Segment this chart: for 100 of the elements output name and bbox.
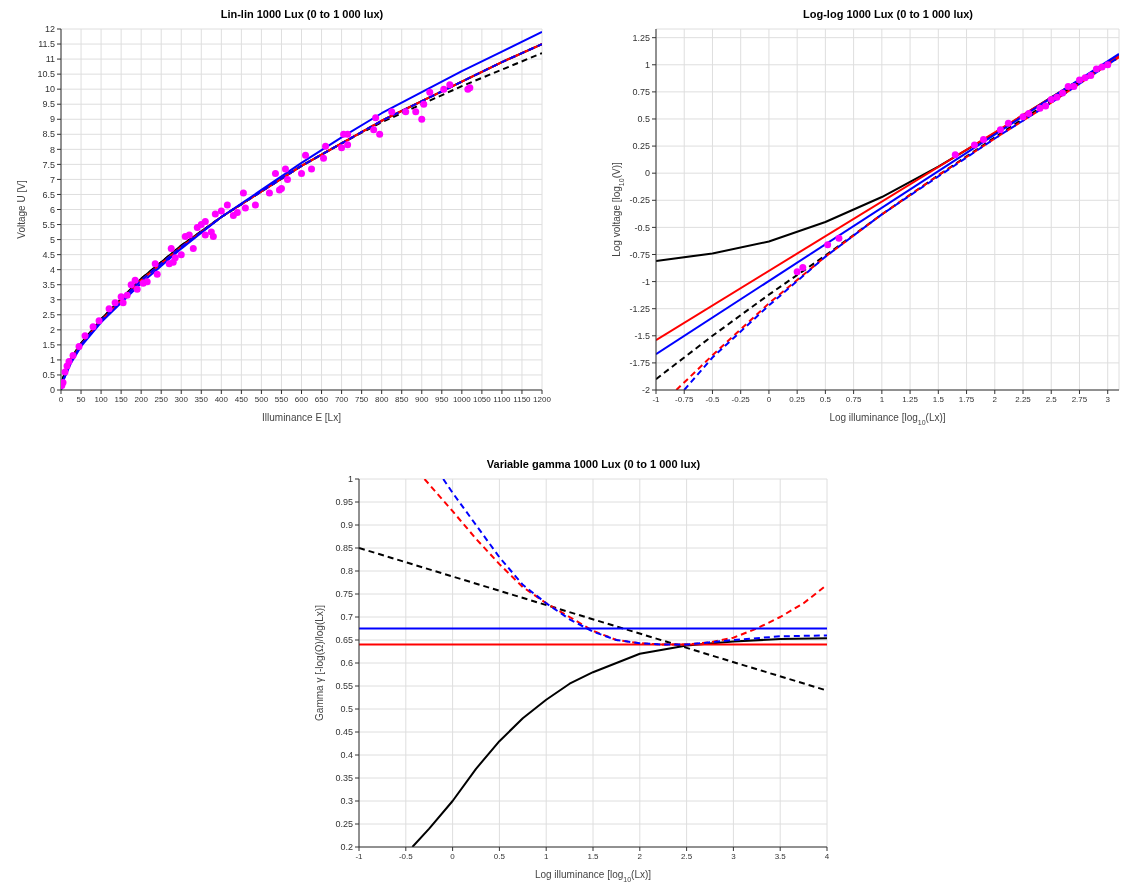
x-tick-label: 2.5 bbox=[681, 851, 693, 861]
y-tick-label: 3.5 bbox=[42, 279, 55, 290]
x-tick-label: 50 bbox=[76, 394, 87, 404]
x-tick-label: 1.5 bbox=[932, 394, 945, 404]
chart-title: Lin-lin 1000 Lux (0 to 1 000 lux) bbox=[219, 8, 385, 22]
x-tick-label: -0.75 bbox=[675, 394, 694, 404]
x-axis-title: Log illuminance [log$_{10}$(Lx)] bbox=[534, 869, 652, 883]
x-tick-label: 700 bbox=[334, 394, 349, 404]
y-tick-label: 0.5 bbox=[340, 704, 353, 715]
point bbox=[1059, 89, 1067, 97]
y-tick-label: 7 bbox=[49, 174, 55, 185]
y-tick-label: 1 bbox=[644, 59, 650, 70]
x-axis-title: Log illuminance [log$_{10}$(Lx)] bbox=[829, 412, 946, 426]
y-axis-title: Voltage U [V] bbox=[16, 180, 27, 239]
x-tick-label: 0 bbox=[766, 394, 772, 404]
x-axis-title: Illuminance E [Lx] bbox=[262, 412, 342, 423]
point bbox=[1047, 95, 1055, 103]
x-tick-label: 100 bbox=[94, 394, 109, 404]
point bbox=[1004, 119, 1012, 127]
x-tick-label: 0.75 bbox=[845, 394, 862, 404]
x-tick-label: 450 bbox=[234, 394, 249, 404]
y-tick-label: 1.5 bbox=[42, 340, 55, 351]
y-tick-label: 0.2 bbox=[340, 842, 353, 853]
y-tick-label: 10 bbox=[44, 84, 55, 95]
point bbox=[1070, 82, 1078, 90]
y-tick-label: 4.5 bbox=[42, 249, 55, 260]
y-tick-label: 6.5 bbox=[42, 189, 55, 200]
point bbox=[793, 268, 801, 276]
y-tick-label: 11 bbox=[45, 54, 55, 65]
x-tick-label: 400 bbox=[214, 394, 229, 404]
point bbox=[951, 151, 959, 159]
x-tick-label: 0 bbox=[58, 394, 64, 404]
x-tick-label: 200 bbox=[134, 394, 149, 404]
y-tick-label: 0 bbox=[49, 385, 55, 396]
y-tick-label: 11.5 bbox=[38, 39, 55, 50]
y-tick-label: 0.45 bbox=[335, 727, 353, 738]
x-tick-label: 1.75 bbox=[958, 394, 975, 404]
x-tick-label: 1100 bbox=[493, 394, 512, 404]
point bbox=[799, 264, 807, 271]
x-tick-label: 3 bbox=[1105, 394, 1111, 404]
x-tick-label: 550 bbox=[274, 394, 289, 404]
x-tick-label: 950 bbox=[435, 394, 450, 404]
x-tick-label: 850 bbox=[395, 394, 409, 404]
x-tick-label: 1.25 bbox=[902, 394, 919, 404]
chart-title: Variable gamma 1000 Lux (0 to 1 000 lux) bbox=[485, 458, 702, 472]
y-tick-label: 0.9 bbox=[340, 520, 353, 531]
point bbox=[970, 141, 978, 149]
x-tick-label: 250 bbox=[154, 394, 169, 404]
y-tick-label: 0.65 bbox=[335, 635, 353, 646]
y-tick-label: 12 bbox=[44, 24, 55, 35]
point bbox=[1042, 102, 1050, 110]
point bbox=[1053, 93, 1061, 101]
point bbox=[835, 234, 843, 242]
x-tick-label: 2 bbox=[992, 394, 998, 404]
x-tick-label: 1000 bbox=[452, 394, 472, 404]
y-tick-label: 0.6 bbox=[340, 658, 353, 669]
y-tick-label: 0.35 bbox=[335, 773, 353, 784]
x-tick-label: 2.25 bbox=[1015, 394, 1032, 404]
point bbox=[1087, 72, 1095, 80]
point bbox=[1025, 110, 1033, 118]
y-tick-label: 0.25 bbox=[632, 141, 650, 152]
y-tick-label: 0.8 bbox=[340, 566, 353, 577]
chart-title: Log-log 1000 Lux (0 to 1 000 lux) bbox=[802, 8, 974, 22]
x-tick-label: 900 bbox=[415, 394, 429, 404]
x-tick-label: 4 bbox=[824, 851, 830, 861]
point bbox=[1036, 104, 1044, 112]
y-tick-label: -2 bbox=[641, 385, 650, 396]
x-tick-label: 0 bbox=[450, 851, 456, 861]
y-tick-label: 1 bbox=[49, 355, 55, 366]
point bbox=[996, 126, 1004, 134]
y-tick-label: 0.7 bbox=[340, 612, 353, 623]
y-tick-label: 1 bbox=[347, 474, 353, 485]
x-tick-label: 1150 bbox=[513, 394, 532, 404]
y-tick-label: 1.25 bbox=[632, 32, 650, 43]
x-tick-label: 150 bbox=[114, 394, 129, 404]
x-tick-label: 1 bbox=[543, 851, 549, 861]
y-tick-label: 8 bbox=[49, 144, 55, 155]
y-tick-label: 0.5 bbox=[42, 370, 55, 381]
x-tick-label: 1200 bbox=[533, 394, 552, 404]
y-tick-label: 0.55 bbox=[335, 681, 353, 692]
y-tick-label: 5 bbox=[49, 234, 55, 245]
y-tick-label: 9 bbox=[49, 114, 55, 125]
point bbox=[1019, 113, 1027, 121]
x-tick-label: 0.5 bbox=[493, 851, 506, 861]
x-tick-label: -0.25 bbox=[731, 394, 751, 404]
y-tick-label: -1.25 bbox=[629, 303, 650, 314]
point bbox=[1092, 65, 1100, 73]
y-tick-label: 0.3 bbox=[340, 796, 353, 807]
y-tick-label: 0.95 bbox=[335, 497, 353, 508]
x-tick-label: 3 bbox=[731, 851, 737, 861]
x-tick-label: 800 bbox=[374, 394, 389, 404]
y-tick-label: 0.4 bbox=[340, 750, 353, 761]
y-tick-label: -1.75 bbox=[629, 358, 650, 369]
y-tick-label: 0.25 bbox=[335, 819, 353, 830]
x-tick-label: -0.5 bbox=[705, 394, 720, 404]
y-tick-label: -0.25 bbox=[629, 195, 650, 206]
point bbox=[1075, 76, 1083, 84]
x-tick-label: 0.25 bbox=[789, 394, 806, 404]
x-tick-label: 3.5 bbox=[774, 851, 787, 861]
y-tick-label: -1 bbox=[641, 276, 650, 287]
